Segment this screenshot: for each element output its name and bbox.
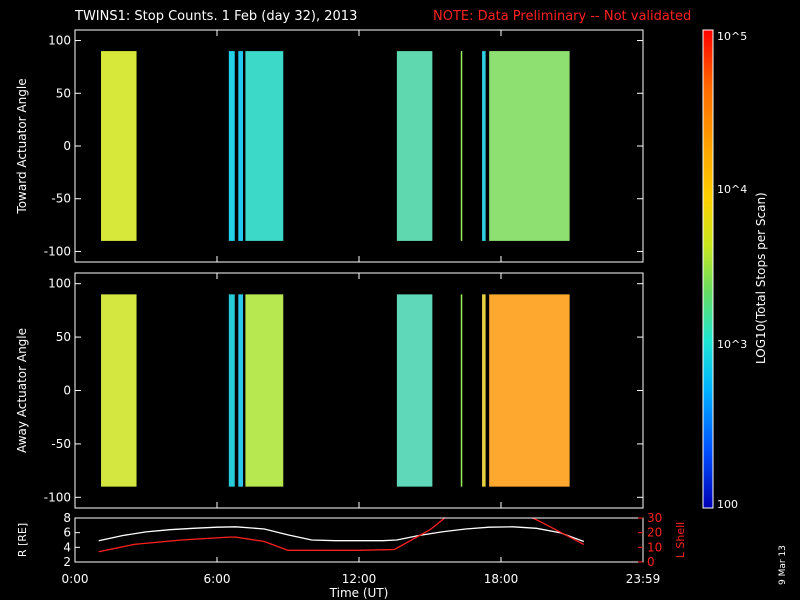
colorbar-label: LOG10(Total Stops per Scan): [754, 192, 768, 364]
away-segment-2: [238, 294, 244, 487]
toward-segment-2: [238, 51, 244, 241]
chart-title: TWINS1: Stop Counts. 1 Feb (day 32), 201…: [74, 9, 357, 24]
toward-ytick-label: 50: [56, 86, 71, 100]
away-segment-6: [482, 294, 486, 487]
toward-ytick-label: -100: [44, 244, 71, 258]
date-stamp: 9 Mar 13: [778, 545, 788, 585]
time-xtick-label: 6:00: [204, 572, 231, 586]
toward-segment-0: [101, 51, 137, 241]
away-segment-7: [489, 294, 570, 487]
away-panel: 100 50 0 -50 -100 Away Actuator Angle: [15, 272, 644, 509]
time-xtick-label: 12:00: [342, 572, 377, 586]
radius-ytick-label: 6: [63, 526, 71, 540]
toward-segment-6: [482, 51, 486, 241]
away-segment-3: [245, 294, 284, 487]
away-ytick-label: -100: [44, 490, 71, 504]
lshell-axis-label: L Shell: [674, 522, 687, 558]
radius-line: [98, 526, 585, 543]
toward-segment-1: [228, 51, 235, 241]
lshell-ytick-label: 30: [647, 511, 662, 525]
colorbar-gradient: [702, 29, 714, 509]
toward-segment-7: [489, 51, 570, 241]
lshell-ytick-label: 20: [647, 526, 662, 540]
time-xtick-label: 23:59: [626, 572, 661, 586]
radius-ytick-label: 8: [63, 511, 71, 525]
colorbar-tick-1e4: 10^4: [717, 183, 747, 196]
toward-segment-3: [245, 51, 284, 241]
time-xtick-label: 0:00: [62, 572, 89, 586]
orbit-frame: [74, 517, 644, 563]
away-ytick-label: -50: [51, 437, 71, 451]
away-segment-0: [101, 294, 137, 487]
colorbar-tick-100: 100: [717, 498, 738, 511]
time-axis-label: Time (UT): [329, 586, 389, 600]
radius-ytick-label: 4: [63, 540, 71, 554]
lshell-ytick-label: 10: [647, 540, 662, 554]
lshell-line: [98, 518, 585, 553]
toward-ytick-label: 0: [63, 139, 71, 153]
away-ytick-label: 100: [48, 277, 71, 291]
away-segment-4: [396, 294, 433, 487]
toward-ytick-label: 100: [48, 34, 71, 48]
toward-ylabel: Toward Actuator Angle: [15, 78, 29, 214]
away-ytick-label: 0: [63, 384, 71, 398]
away-ytick-label: 50: [56, 330, 71, 344]
time-xtick-label: 18:00: [484, 572, 519, 586]
radius-ytick-label: 2: [63, 555, 71, 569]
radius-axis-label: R [RE]: [16, 523, 29, 557]
lshell-ytick-label: 0: [647, 555, 655, 569]
colorbar-tick-1e5: 10^5: [717, 30, 747, 43]
colorbar: 10^5 10^4 10^3 100 LOG10(Total Stops per…: [702, 29, 768, 511]
colorbar-tick-1e3: 10^3: [717, 338, 747, 351]
toward-panel: 100 50 0 -50 -100 Toward Actuator Angle: [15, 29, 644, 263]
toward-ytick-label: -50: [51, 192, 71, 206]
away-ylabel: Away Actuator Angle: [15, 328, 29, 453]
away-segment-1: [228, 294, 235, 487]
toward-segment-4: [396, 51, 433, 241]
preliminary-note: NOTE: Data Preliminary -- Not validated: [433, 9, 691, 24]
toward-segment-5: [460, 51, 463, 241]
away-segment-5: [460, 294, 463, 487]
